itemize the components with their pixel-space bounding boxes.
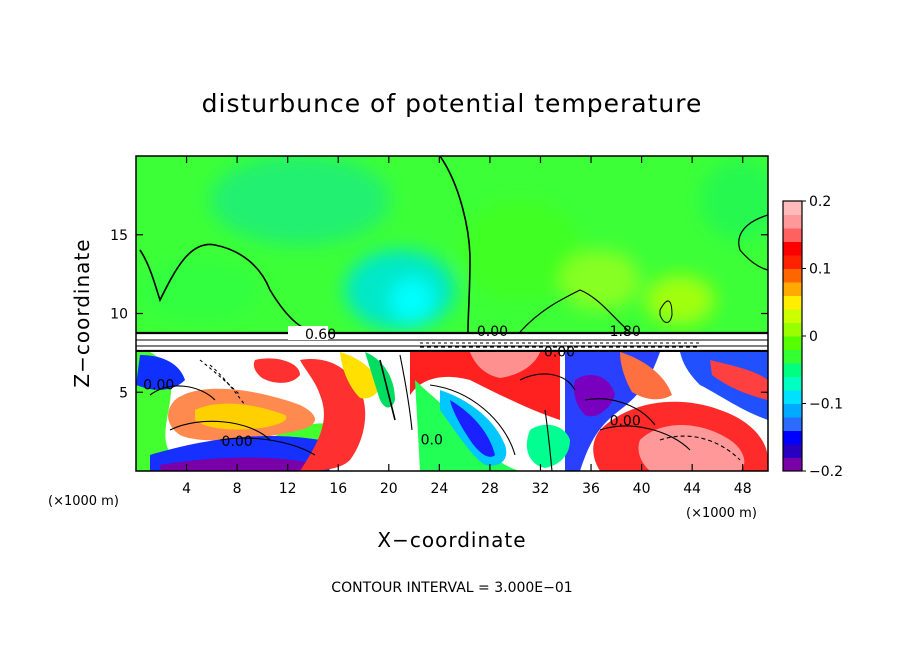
x-unit-right: (×1000 m) (686, 506, 757, 521)
contour-label: 0.0 (421, 433, 443, 449)
colorbar-swatch (783, 336, 802, 350)
colorbar-swatch (783, 214, 802, 229)
colorbar-tick-label: −0.2 (809, 464, 843, 480)
colorbar-swatch (783, 282, 802, 296)
x-tick-label: 32 (532, 481, 550, 497)
contour-labels: 0.60 0.00 1.80 0.00 0.00 0.00 0.00 0.0 (143, 324, 641, 450)
colorbar-swatch (783, 390, 802, 404)
x-axis-label: X−coordinate (377, 528, 526, 552)
contour-label: 0.00 (477, 324, 508, 340)
y-tick-label: 5 (119, 385, 128, 401)
y-axis-ticks: 5 10 15 (110, 228, 768, 401)
contour-label: 0.00 (610, 414, 641, 430)
y-axis-label: Z−coordinate (70, 238, 94, 387)
x-tick-label: 4 (182, 481, 191, 497)
x-tick-label: 16 (329, 481, 347, 497)
colorbar-swatch (783, 444, 802, 458)
colorbar-swatch (783, 376, 802, 391)
colorbar-swatch (783, 268, 802, 283)
plot-area (136, 156, 768, 471)
lower-field (136, 352, 768, 471)
x-tick-label: 12 (279, 481, 297, 497)
interface-band (136, 331, 768, 353)
colorbar-ticks: 0.2 0.1 0 −0.1 −0.2 (802, 194, 843, 480)
colorbar-swatch (783, 255, 802, 269)
colorbar-swatch (783, 457, 802, 472)
chart-title: disturbunce of potential temperature (202, 89, 703, 118)
x-tick-label: 36 (582, 481, 600, 497)
x-tick-label: 40 (633, 481, 651, 497)
contour-interval-note: CONTOUR INTERVAL = 3.000E−01 (331, 580, 572, 596)
colorbar (782, 200, 803, 472)
contour-label: 1.80 (610, 324, 641, 340)
colorbar-swatch (783, 228, 802, 242)
contour-label: 0.00 (544, 344, 575, 360)
upper-field (136, 156, 768, 332)
contour-label: 0.00 (222, 434, 253, 450)
colorbar-swatch (783, 363, 802, 377)
x-axis-ticks: 4 8 12 16 20 24 28 32 36 40 44 48 (182, 156, 752, 497)
x-tick-label: 24 (430, 481, 448, 497)
colorbar-tick-label: 0.2 (809, 194, 831, 210)
colorbar-swatch (783, 322, 802, 337)
colorbar-tick-label: −0.1 (809, 397, 843, 413)
x-tick-label: 44 (683, 481, 701, 497)
y-tick-label: 15 (110, 228, 128, 244)
colorbar-swatch (783, 403, 802, 418)
x-unit-left: (×1000 m) (48, 494, 119, 509)
colorbar-swatch (783, 201, 802, 215)
colorbar-swatch (783, 417, 802, 431)
colorbar-swatch (783, 295, 802, 310)
contour-label: 0.00 (143, 377, 174, 393)
y-tick-label: 10 (110, 307, 128, 323)
x-tick-label: 20 (380, 481, 398, 497)
contour-label: 0.60 (305, 327, 336, 343)
colorbar-tick-label: 0 (809, 329, 818, 345)
x-tick-label: 28 (481, 481, 499, 497)
colorbar-swatch (783, 241, 802, 256)
colorbar-swatch (783, 309, 802, 323)
x-tick-label: 8 (233, 481, 242, 497)
colorbar-tick-label: 0.1 (809, 262, 831, 278)
colorbar-swatch (783, 430, 802, 445)
x-tick-label: 48 (734, 481, 752, 497)
colorbar-swatch (783, 349, 802, 364)
